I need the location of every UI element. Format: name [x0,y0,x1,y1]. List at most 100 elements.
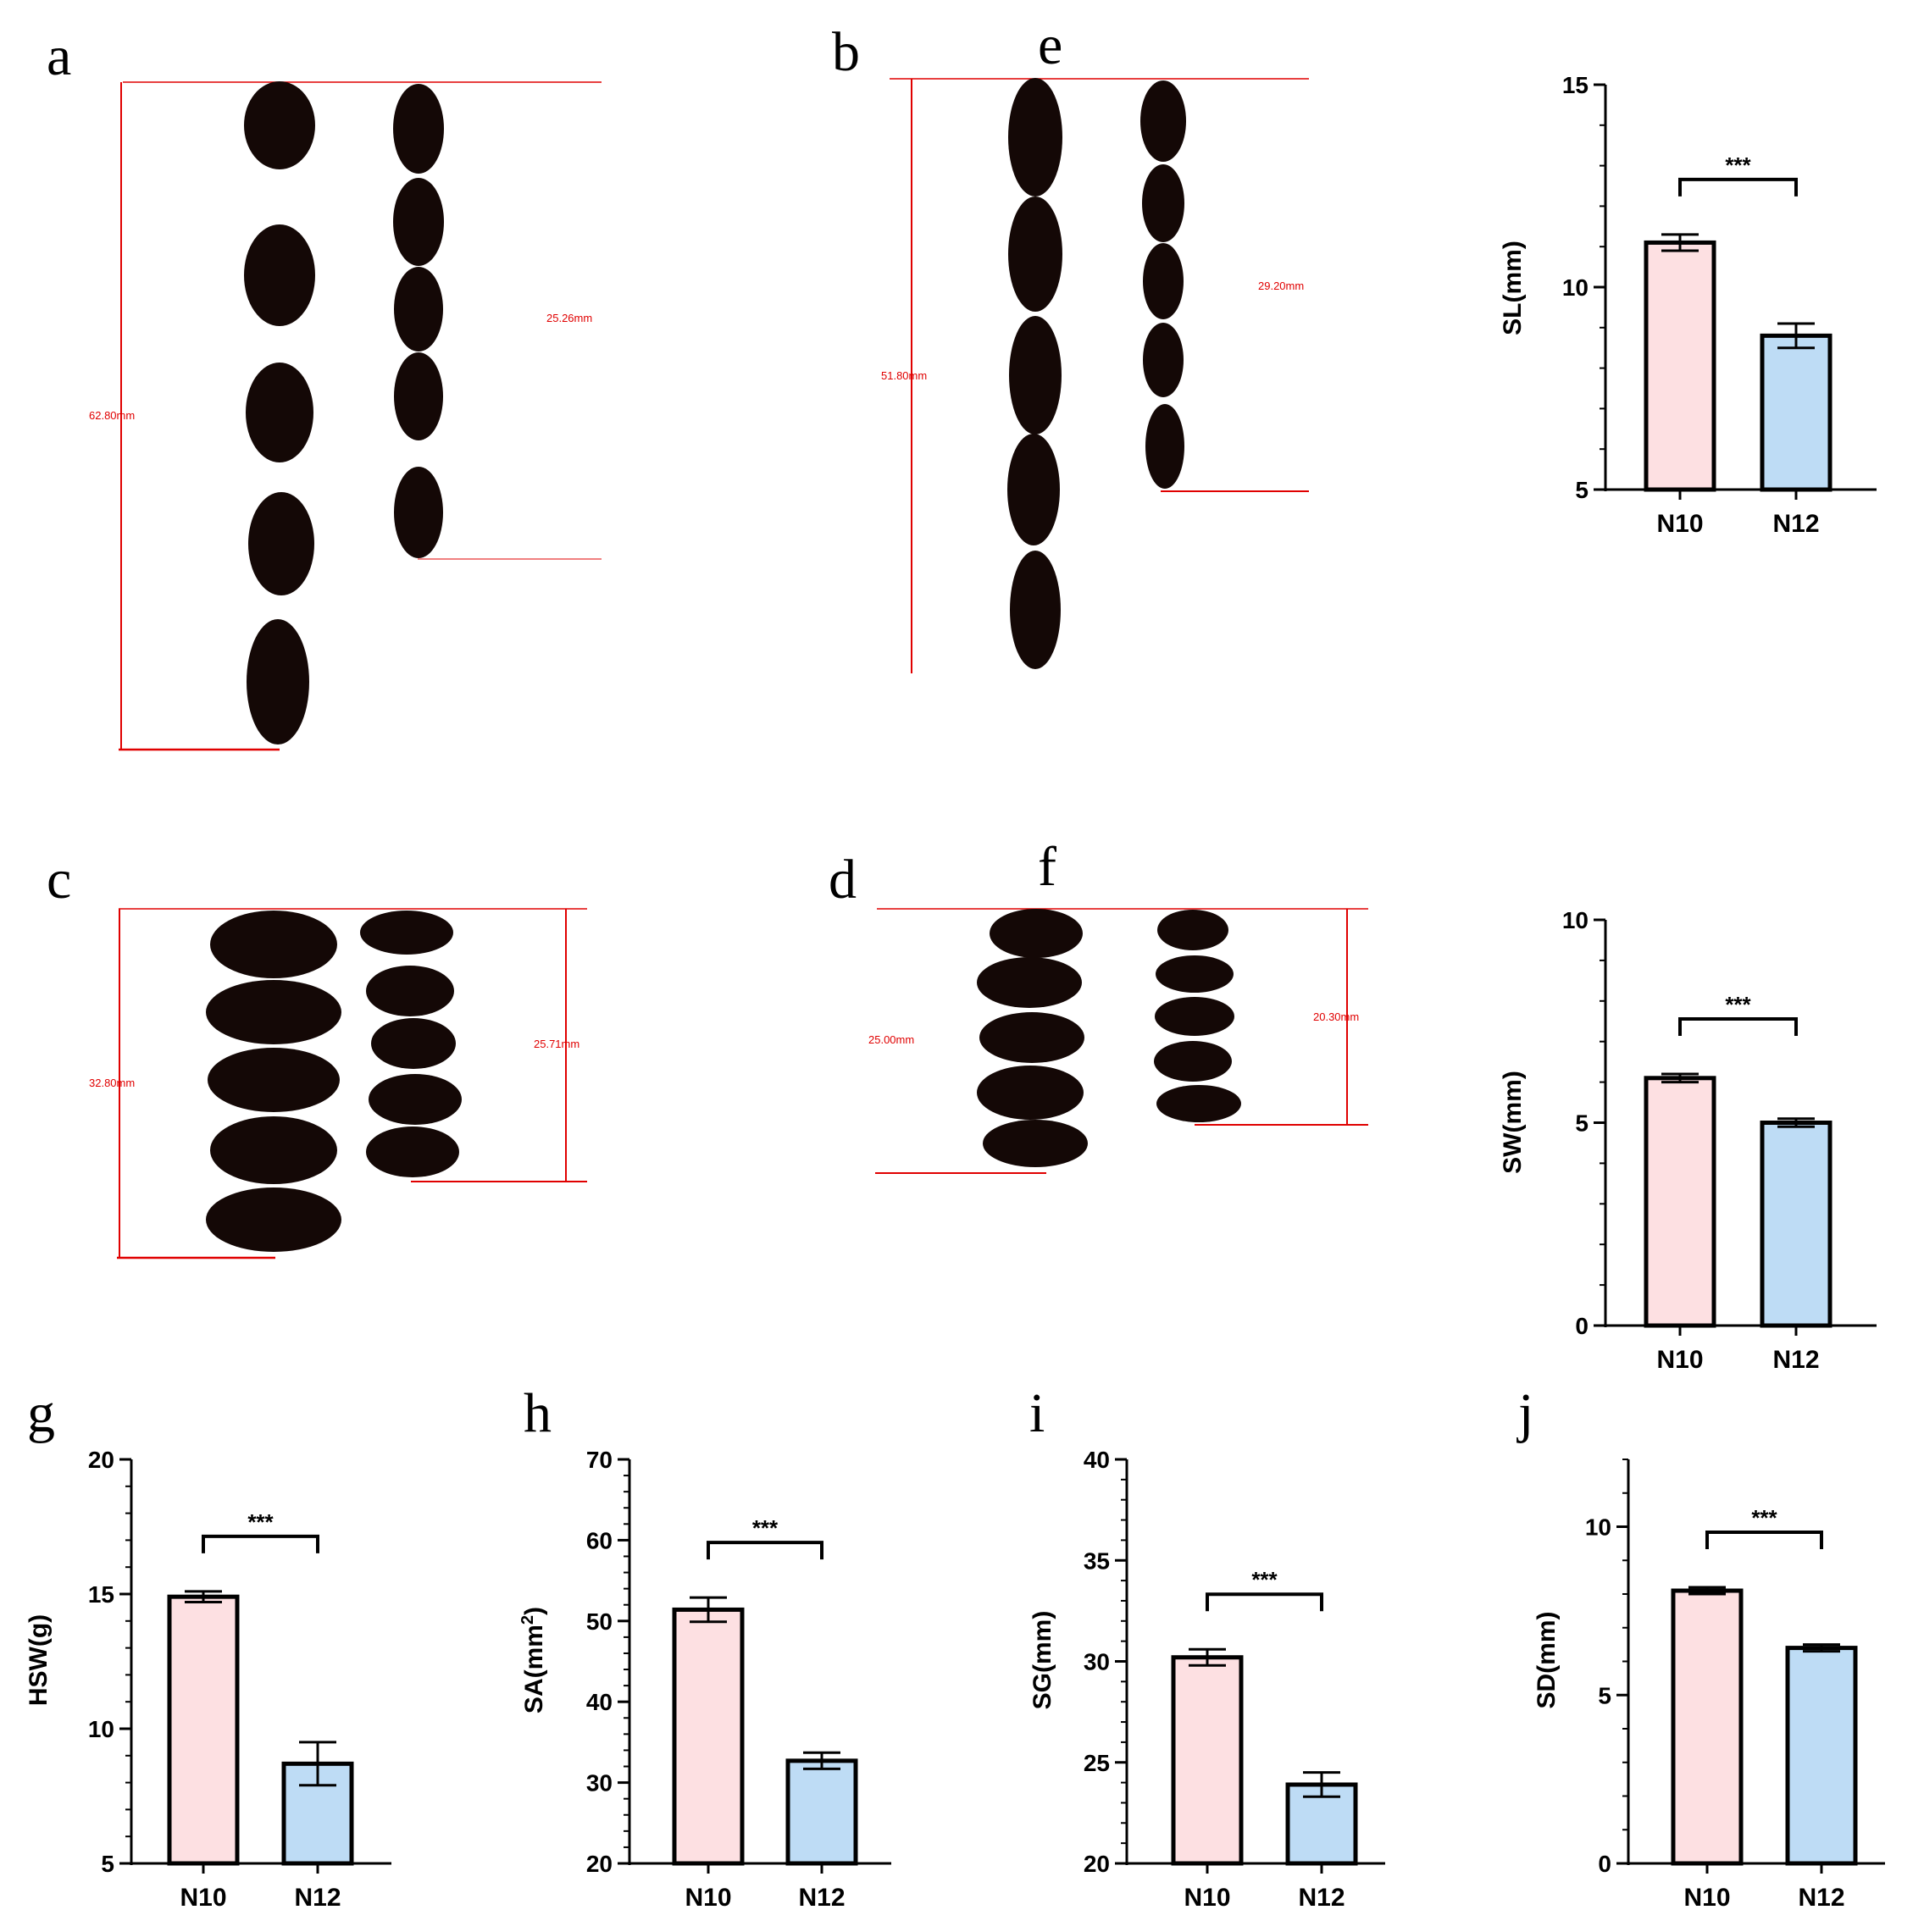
significance-label: *** [752,1515,779,1541]
seed-row-a-n10 [244,81,315,745]
photo-panel-c: c 32.80mm 25.71mm [47,849,587,1259]
y-tick-label: 0 [1598,1851,1611,1877]
bar-n12 [1785,1646,1858,1866]
photo-panel-a: a 62.80mm 25.26mm [47,25,602,751]
panel-label-j: j [1516,1382,1533,1444]
seed [1156,1085,1241,1122]
panel-label-b: b [832,21,860,83]
measurement-label-b-2: 29.20mm [1258,280,1304,292]
y-axis-label-tail: ) [520,1607,548,1615]
seed [1154,1041,1232,1082]
seed-row-d-n10 [977,909,1088,1167]
y-tick-label: 70 [586,1447,613,1473]
x-category-label: N10 [1656,510,1703,538]
y-tick-label: 50 [586,1608,613,1635]
seed [1009,316,1062,435]
y-axis-label-superscript: 2 [518,1615,537,1625]
seed [1007,434,1060,545]
measurement-label-c-1: 32.80mm [89,1077,135,1089]
seed [979,1012,1084,1063]
bar-chart-j: j 0 5 10 SD(mm) N10 N12 *** [1516,1382,1885,1912]
y-tick-label: 0 [1575,1313,1589,1339]
y-tick-label: 25 [1084,1750,1110,1776]
significance-label: *** [1751,1505,1777,1531]
y-tick-label: 60 [586,1527,613,1553]
seed [206,1187,341,1252]
x-category-label: N12 [1298,1884,1345,1912]
y-tick-label: 40 [586,1689,613,1715]
bar-n10 [167,1594,240,1866]
bar-chart-g: g 5 10 15 20 HSW(g) N10 N12 *** [25,1382,391,1912]
significance-label: *** [1725,992,1751,1017]
x-category-label: N12 [1798,1884,1844,1912]
y-tick-label: 10 [88,1716,114,1742]
bar-n12 [1760,1121,1833,1328]
seed [360,911,453,955]
seed [208,1048,340,1112]
measurement-label-c-2: 25.71mm [534,1038,579,1050]
x-category-label: N10 [1184,1884,1230,1912]
y-tick-label: 5 [1575,477,1589,503]
seed [366,966,454,1016]
seed [983,1120,1088,1167]
seed-row-d-n12 [1154,910,1241,1122]
seed [394,467,443,558]
measurement-label-d-2: 20.30mm [1313,1010,1359,1023]
y-axis-label: HSW(g) [25,1614,53,1706]
panel-label-d: d [829,849,857,911]
y-tick-label: 5 [101,1851,114,1877]
y-axis-label: SD(mm) [1533,1611,1561,1708]
seed-row-c-n12 [360,911,462,1177]
significance-bracket [1206,1592,1323,1612]
y-tick-label: 15 [1562,72,1589,98]
y-tick-label: 30 [1084,1649,1110,1675]
seed-row-b-n10 [1007,78,1062,669]
x-category-label: N12 [798,1884,845,1912]
significance-bracket [1678,177,1798,197]
y-axis-label: SG(mm) [1029,1611,1056,1710]
measurement-label-b-1: 51.80mm [881,369,927,382]
bar-n10 [672,1607,745,1866]
seed [1143,323,1184,397]
panel-label-f: f [1038,836,1056,898]
seed [247,619,309,745]
seed [1010,551,1061,669]
y-tick-label: 5 [1575,1110,1589,1137]
panel-label-a: a [47,25,71,87]
x-category-label: N10 [685,1884,731,1912]
seed [393,178,444,266]
significance-bracket [1705,1531,1823,1550]
seed [393,84,444,174]
seed [210,911,337,978]
bar-n10 [1644,240,1716,492]
y-tick-label: 10 [1562,907,1589,933]
seed [248,492,314,595]
y-axis-label: SW(mm) [1499,1071,1527,1174]
y-axis-label: SL(mm) [1499,241,1527,335]
measurement-label-a-1: 62.80mm [89,409,135,422]
bar-n10 [1671,1588,1744,1866]
y-tick-label: 20 [586,1851,613,1877]
seed [1142,164,1184,242]
bar-n10 [1644,1076,1716,1328]
significance-label: *** [1251,1567,1278,1592]
seed [244,224,315,326]
seed-row-b-n12 [1140,80,1186,489]
x-category-label: N12 [294,1884,341,1912]
seed [394,352,443,440]
seed [977,1066,1084,1120]
y-tick-label: 20 [1084,1851,1110,1877]
panel-label-h: h [524,1382,552,1444]
significance-bracket [202,1534,319,1553]
y-tick-label: 15 [88,1581,114,1608]
bar-chart-f: f 0 5 10 SW(mm) N10 N12 *** [1038,836,1877,1374]
seed [990,909,1083,958]
photo-panel-d: d 25.00mm 20.30mm [829,849,1368,1174]
seed [369,1074,462,1125]
seed-row-c-n10 [206,911,341,1252]
bar-chart-i: i 20 25 30 35 40 SG(mm) N10 N12 *** [1029,1382,1385,1912]
seed-row-a-n12 [393,84,444,558]
seed [1155,997,1234,1036]
y-tick-label: 20 [88,1447,114,1473]
seed [1156,955,1234,993]
